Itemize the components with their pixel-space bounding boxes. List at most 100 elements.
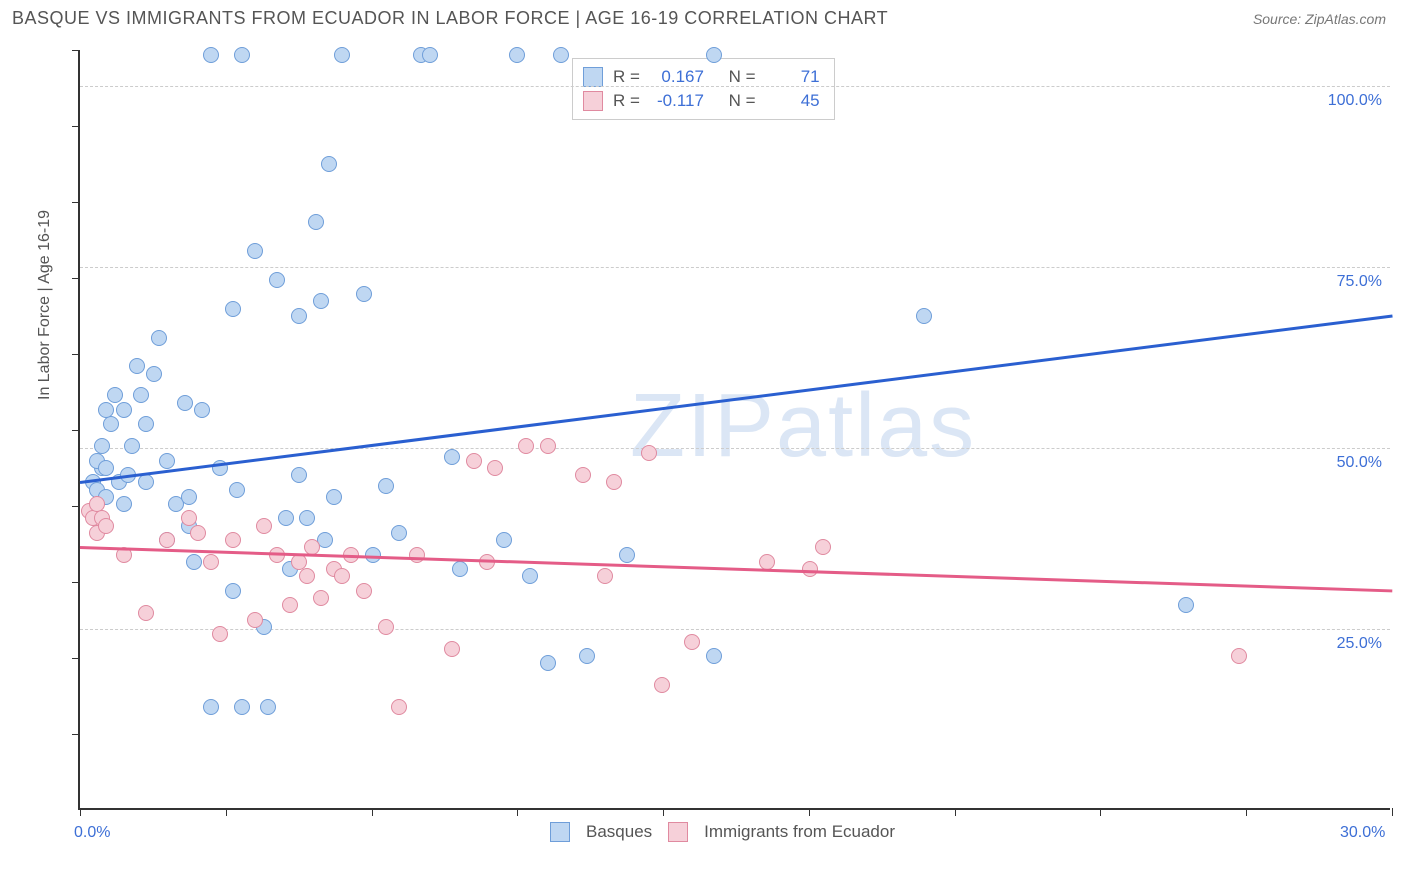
data-point-series-0 [181,489,197,505]
y-tick [72,202,80,203]
data-point-series-0 [116,496,132,512]
y-axis-label: In Labor Force | Age 16-19 [36,210,54,400]
stats-r-value-0: 0.167 [650,67,704,87]
data-point-series-1 [684,634,700,650]
data-point-series-1 [575,467,591,483]
data-point-series-1 [256,518,272,534]
stats-n-value-1: 45 [766,91,820,111]
data-point-series-0 [278,510,294,526]
gridline-horizontal [80,267,1390,268]
x-tick [226,808,227,816]
data-point-series-0 [138,416,154,432]
data-point-series-0 [334,47,350,63]
data-point-series-0 [98,460,114,476]
data-point-series-0 [234,47,250,63]
data-point-series-1 [159,532,175,548]
y-tick [72,278,80,279]
trend-line-series-0 [80,314,1392,483]
y-tick [72,50,80,51]
x-tick [1100,808,1101,816]
stats-legend: R = 0.167 N = 71 R = -0.117 N = 45 [572,58,835,120]
data-point-series-0 [124,438,140,454]
data-point-series-0 [98,402,114,418]
data-point-series-1 [597,568,613,584]
x-tick [663,808,664,816]
data-point-series-0 [553,47,569,63]
gridline-horizontal [80,86,1390,87]
x-tick [1392,808,1393,816]
data-point-series-0 [225,301,241,317]
stats-r-value-1: -0.117 [650,91,704,111]
x-tick [809,808,810,816]
data-point-series-0 [706,648,722,664]
x-tick [80,808,81,816]
stats-r-label: R = [613,67,640,87]
data-point-series-0 [291,467,307,483]
data-point-series-0 [452,561,468,577]
data-point-series-0 [94,438,110,454]
data-point-series-0 [308,214,324,230]
x-tick [517,808,518,816]
data-point-series-1 [98,518,114,534]
data-point-series-1 [540,438,556,454]
data-point-series-0 [269,272,285,288]
data-point-series-0 [391,525,407,541]
data-point-series-0 [159,453,175,469]
y-tick [72,354,80,355]
data-point-series-0 [540,655,556,671]
data-point-series-0 [321,156,337,172]
data-point-series-0 [133,387,149,403]
data-point-series-0 [129,358,145,374]
x-tick [372,808,373,816]
data-point-series-0 [313,293,329,309]
y-tick-label: 100.0% [1328,92,1382,110]
data-point-series-0 [378,478,394,494]
x-tick-label: 0.0% [74,824,110,842]
legend-swatch-series-1 [583,91,603,111]
data-point-series-0 [496,532,512,548]
data-point-series-1 [313,590,329,606]
data-point-series-1 [356,583,372,599]
data-point-series-0 [706,47,722,63]
y-tick-label: 50.0% [1337,454,1382,472]
data-point-series-0 [522,568,538,584]
data-point-series-1 [225,532,241,548]
data-point-series-1 [203,554,219,570]
data-point-series-0 [229,482,245,498]
data-point-series-0 [203,47,219,63]
y-tick-label: 75.0% [1337,273,1382,291]
x-tick-label: 30.0% [1340,824,1385,842]
data-point-series-0 [509,47,525,63]
data-point-series-0 [234,699,250,715]
data-point-series-1 [138,605,154,621]
gridline-horizontal [80,629,1390,630]
data-point-series-1 [815,539,831,555]
data-point-series-0 [356,286,372,302]
data-point-series-1 [654,677,670,693]
data-point-series-0 [916,308,932,324]
source-attribution: Source: ZipAtlas.com [1253,11,1386,27]
data-point-series-1 [606,474,622,490]
data-point-series-0 [326,489,342,505]
data-point-series-1 [518,438,534,454]
data-point-series-0 [299,510,315,526]
data-point-series-0 [107,387,123,403]
data-point-series-0 [203,699,219,715]
gridline-horizontal [80,448,1390,449]
data-point-series-0 [260,699,276,715]
legend-label-0: Basques [586,822,652,842]
stats-n-label: N = [729,91,756,111]
stats-r-label: R = [613,91,640,111]
data-point-series-1 [181,510,197,526]
chart-title: BASQUE VS IMMIGRANTS FROM ECUADOR IN LAB… [12,8,888,29]
data-point-series-1 [299,568,315,584]
data-point-series-1 [641,445,657,461]
legend-label-1: Immigrants from Ecuador [704,822,895,842]
data-point-series-1 [378,619,394,635]
data-point-series-0 [186,554,202,570]
x-tick [1246,808,1247,816]
data-point-series-0 [422,47,438,63]
data-point-series-1 [282,597,298,613]
x-tick [955,808,956,816]
data-point-series-0 [619,547,635,563]
